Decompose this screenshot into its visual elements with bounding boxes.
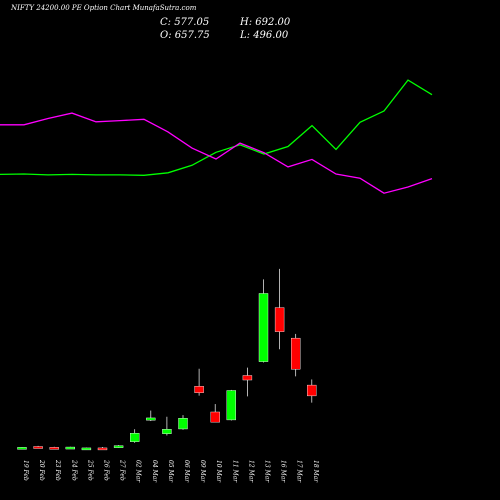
candle-body-down — [307, 384, 317, 397]
candle-body-up — [81, 447, 92, 451]
candle-body-down — [194, 386, 204, 393]
candle-body-down — [49, 447, 59, 450]
date-tick-label: 19 Feb — [22, 460, 29, 481]
date-tick-label: 10 Mar — [215, 460, 222, 483]
open-label: O: 657.75 — [160, 30, 210, 41]
candle-body-down — [274, 307, 285, 332]
date-tick-label: 16 Mar — [280, 460, 287, 483]
date-tick-label: 20 Feb — [38, 459, 45, 481]
candle-26-feb — [97, 447, 108, 451]
candle-body-up — [146, 417, 156, 421]
date-tick-label: 27 Feb — [119, 459, 126, 481]
date-tick-label: 06 Mar — [183, 460, 190, 483]
date-tick-label: 17 Mar — [296, 460, 303, 483]
date-tick-label: 13 Mar — [264, 460, 271, 483]
candle-body-up — [178, 418, 188, 430]
date-tick-label: 09 Mar — [199, 460, 206, 483]
candle-body-up — [65, 446, 76, 450]
candlesticks — [17, 268, 317, 451]
candle-11-mar — [226, 389, 237, 421]
candle-09-mar — [194, 368, 204, 396]
candle-19-feb — [17, 447, 27, 450]
date-tick-label: 24 Feb — [70, 459, 77, 481]
candle-body-down — [210, 411, 220, 423]
date-tick-label: 23 Feb — [54, 459, 61, 481]
candle-27-feb — [113, 445, 124, 448]
candle-13-mar — [258, 279, 269, 363]
candle-16-mar — [274, 268, 285, 350]
candle-body-up — [129, 433, 140, 442]
candle-body-down — [242, 375, 253, 381]
date-tick-label: 02 Mar — [135, 460, 142, 483]
candle-body-down — [291, 337, 301, 370]
date-tick-label: 05 Mar — [167, 460, 174, 483]
candle-body-up — [17, 447, 27, 450]
date-tick-label: 25 Feb — [86, 459, 93, 481]
date-axis: 19 Feb 20 Feb 23 Feb 24 Feb 25 Feb 26 Feb 27 F… — [22, 459, 319, 483]
candle-10-mar — [210, 404, 220, 423]
moving-average-lines — [0, 79, 433, 194]
candle-06-mar — [178, 415, 188, 430]
close-label: C: 577.05 — [160, 17, 209, 28]
candle-body-down — [97, 447, 108, 451]
date-tick-label: 26 Feb — [103, 459, 110, 481]
candle-23-feb — [49, 446, 59, 450]
candle-12-mar — [242, 367, 253, 397]
candle-02-mar — [129, 429, 140, 443]
candle-17-mar — [291, 333, 301, 377]
candle-body-up — [113, 445, 124, 448]
candle-25-feb — [81, 447, 92, 451]
candle-04-mar — [146, 410, 156, 422]
candle-body-up — [226, 390, 237, 421]
candle-18-mar — [307, 379, 317, 403]
candle-24-feb — [65, 446, 76, 450]
candle-20-feb — [33, 445, 43, 449]
candle-05-mar — [162, 416, 172, 436]
high-label: H: 692.00 — [239, 17, 291, 28]
candle-body-up — [162, 429, 172, 434]
candle-body-down — [33, 446, 43, 449]
date-tick-label: 04 Mar — [151, 460, 158, 483]
date-tick-label: 11 Mar — [231, 460, 238, 483]
low-label: L: 496.00 — [239, 30, 289, 41]
date-tick-label: 18 Mar — [312, 460, 319, 483]
average-line-2 — [0, 112, 433, 194]
average-line-1 — [0, 79, 433, 176]
chart-title: NIFTY 24200.00 PE Option Chart MunafaSut… — [10, 4, 197, 12]
candle-body-up — [258, 293, 269, 362]
date-tick-label: 12 Mar — [247, 460, 254, 483]
